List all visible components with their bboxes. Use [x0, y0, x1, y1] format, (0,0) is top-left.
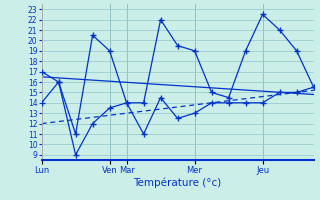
X-axis label: Température (°c): Température (°c): [133, 177, 222, 188]
